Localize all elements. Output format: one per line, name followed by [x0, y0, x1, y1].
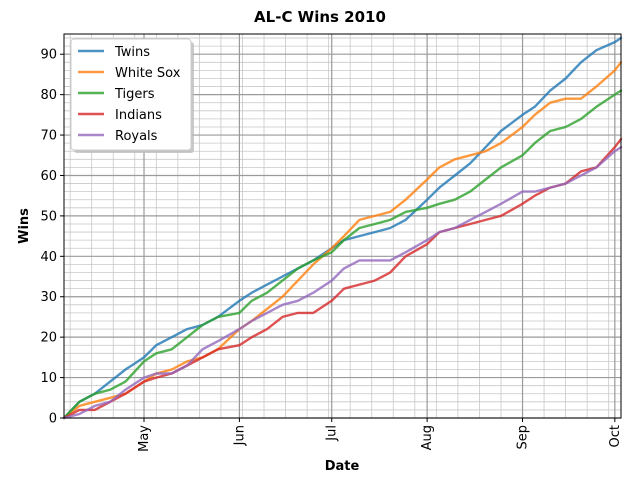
y-tick-label: 90: [40, 48, 57, 63]
y-tick-label: 40: [40, 250, 57, 265]
y-tick-label: 60: [40, 169, 57, 184]
x-axis: May Jun Jul Aug Sep Oct: [137, 418, 623, 452]
legend-box: [70, 38, 192, 151]
x-tick-label: Sep: [516, 425, 531, 450]
y-tick-label: 50: [40, 209, 57, 224]
x-axis-title: Date: [325, 459, 360, 474]
legend-label: Twins: [114, 45, 150, 60]
x-tick-label: Jul: [325, 425, 340, 442]
y-axis-title: Wins: [17, 208, 32, 244]
y-tick-label: 30: [40, 290, 57, 305]
y-tick-label: 20: [40, 331, 57, 346]
x-tick-label: Oct: [608, 425, 623, 447]
legend-label: Indians: [115, 108, 162, 123]
series-line-tigers: [62, 89, 623, 420]
y-tick-label: 70: [40, 129, 57, 144]
x-tick-label: Jun: [232, 425, 247, 446]
legend: Twins White Sox Tigers Indians Royals: [70, 38, 194, 153]
legend-label: Tigers: [114, 87, 155, 102]
legend-label: White Sox: [115, 66, 181, 81]
x-tick-label: Aug: [420, 425, 435, 450]
plot-frame: [63, 33, 622, 419]
series-line-indians: [62, 137, 623, 420]
series-layer: [62, 36, 623, 420]
x-tick-label: May: [137, 425, 152, 452]
y-tick-label: 0: [49, 412, 57, 427]
chart-title: AL-C Wins 2010: [254, 8, 386, 26]
legend-label: Royals: [115, 129, 158, 144]
series-line-royals: [62, 146, 623, 420]
y-tick-label: 10: [40, 371, 57, 386]
y-axis: 0 10 20 30 40 50 60 70 80 90: [40, 48, 64, 427]
y-tick-label: 80: [40, 88, 57, 103]
legend-items: Twins White Sox Tigers Indians Royals: [78, 45, 181, 144]
